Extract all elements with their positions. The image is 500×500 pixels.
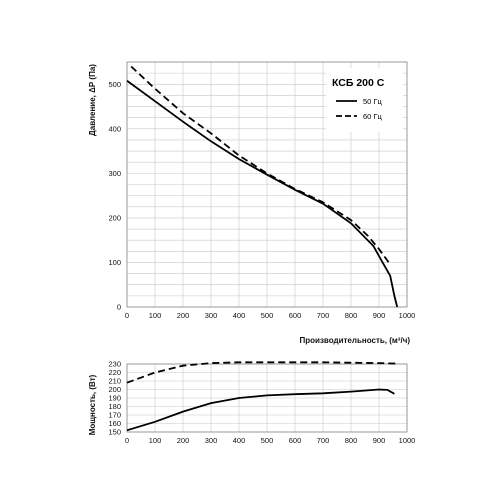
legend-box — [326, 68, 403, 132]
x-tick-label: 700 — [317, 436, 330, 445]
power-series — [126, 361, 396, 432]
x-tick-label: 800 — [345, 311, 358, 320]
y-tick-label: 400 — [108, 124, 121, 133]
x-tick-label: 200 — [177, 436, 190, 445]
x-tick-label: 500 — [261, 311, 274, 320]
power-plot-frame — [126, 363, 408, 433]
pressure-series-60hz-line — [130, 65, 390, 264]
legend: 50 Гц 60 Гц — [336, 97, 382, 121]
power-series-50hz-line — [126, 388, 395, 432]
x-tick-label: 400 — [233, 436, 246, 445]
x-tick-label: 600 — [289, 311, 302, 320]
y-tick-label: 220 — [108, 368, 121, 377]
y-tick-label: 170 — [108, 411, 121, 420]
x-tick-label: 1000 — [399, 436, 416, 445]
y-tick-label: 230 — [108, 360, 121, 369]
x-tick-label: 600 — [289, 436, 302, 445]
pressure-x-ticks: 0 100 200 300 400 500 600 700 800 900 1000 — [125, 311, 415, 320]
x-tick-label: 400 — [233, 311, 246, 320]
y-tick-label: 100 — [108, 258, 121, 267]
legend-label: 60 Гц — [363, 112, 382, 121]
x-tick-label: 300 — [205, 311, 218, 320]
x-tick-label: 700 — [317, 311, 330, 320]
power-grid — [126, 363, 408, 433]
y-tick-label: 0 — [117, 303, 121, 312]
power-y-axis-title: Мощность, (Вт) — [88, 374, 97, 435]
x-tick-label: 900 — [373, 436, 386, 445]
x-tick-label: 0 — [125, 311, 129, 320]
power-series-60hz-line — [126, 361, 396, 384]
y-tick-label: 210 — [108, 377, 121, 386]
y-tick-label: 200 — [108, 214, 121, 223]
pressure-series-50hz-line — [126, 79, 399, 308]
y-tick-label: 300 — [108, 169, 121, 178]
y-tick-label: 150 — [108, 428, 121, 437]
pressure-series — [126, 65, 399, 308]
pressure-plot-frame — [126, 61, 408, 308]
x-tick-label: 100 — [149, 311, 162, 320]
x-tick-label: 1000 — [399, 311, 416, 320]
y-tick-label: 180 — [108, 402, 121, 411]
pressure-y-ticks: 0 100 200 300 400 500 — [108, 80, 121, 312]
x-tick-label: 500 — [261, 436, 274, 445]
x-tick-label: 100 — [149, 436, 162, 445]
x-tick-label: 0 — [125, 436, 129, 445]
x-tick-label: 300 — [205, 436, 218, 445]
pressure-y-axis-title: Давление, ΔР (Па) — [88, 64, 97, 136]
power-x-ticks: 0 100 200 300 400 500 600 700 800 900 1000 — [125, 436, 415, 445]
y-tick-label: 160 — [108, 419, 121, 428]
y-tick-label: 190 — [108, 394, 121, 403]
power-chart: 0 100 200 300 400 500 600 700 800 900 1000 1501601… — [88, 360, 415, 445]
chart-title: КСБ 200 С — [332, 77, 385, 89]
y-tick-label: 500 — [108, 80, 121, 89]
y-tick-label: 200 — [108, 385, 121, 394]
x-tick-label: 900 — [373, 311, 386, 320]
legend-label: 50 Гц — [363, 97, 382, 106]
pressure-chart: 0 100 200 300 400 500 600 700 800 900 1000 0 100 200… — [88, 61, 415, 345]
x-tick-label: 800 — [345, 436, 358, 445]
x-tick-label: 200 — [177, 311, 190, 320]
x-axis-title: Производительность, (м³/ч) — [300, 336, 411, 345]
